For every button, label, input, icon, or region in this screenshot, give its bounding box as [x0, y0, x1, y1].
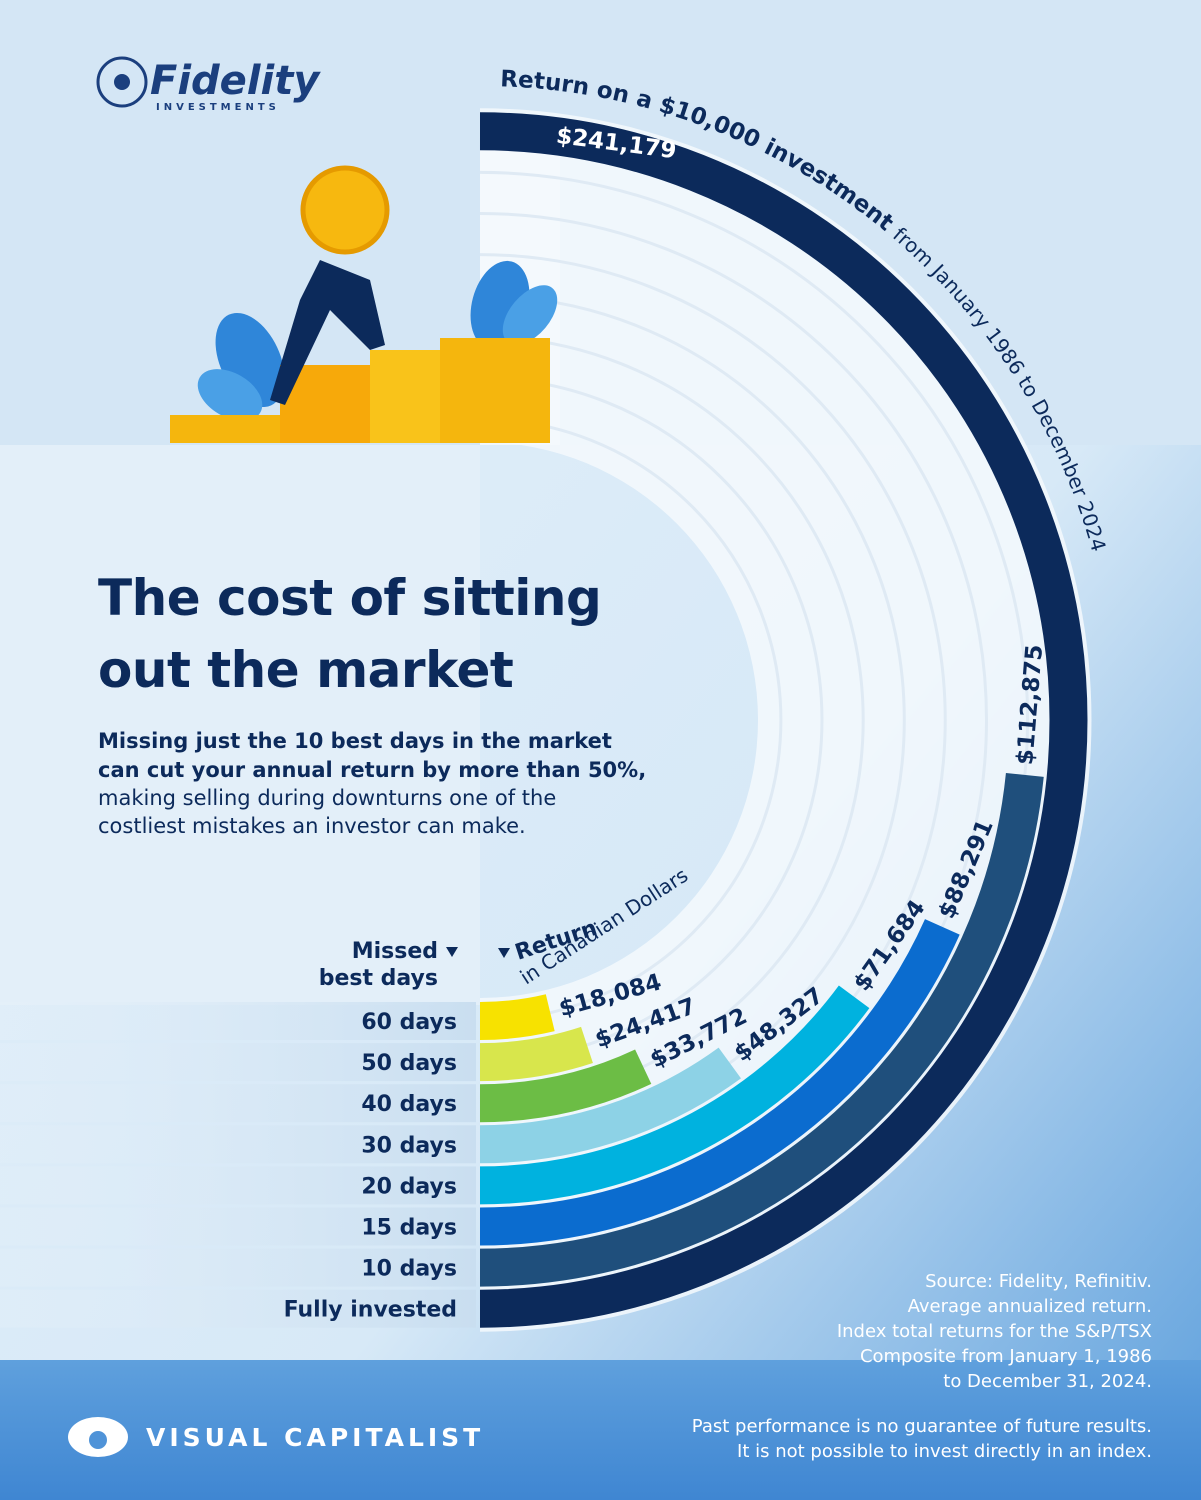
- brand-mark: [89, 1431, 107, 1449]
- coin-stack: [170, 415, 290, 443]
- bar: [479, 1049, 652, 1123]
- bar: [479, 985, 870, 1205]
- subtitle: costliest mistakes an investor can make.: [98, 814, 526, 838]
- notes: Source: Fidelity, Refinitiv. Average annu…: [692, 1271, 1152, 1462]
- illustration: [170, 165, 558, 443]
- logo-mark: [114, 74, 130, 90]
- category-label: 40 days: [361, 1092, 457, 1117]
- logo-name: Fidelity: [150, 58, 321, 104]
- brand: VISUAL CAPITALIST: [68, 1417, 484, 1457]
- category-label: 10 days: [361, 1257, 457, 1282]
- source-note: Average annualized return.: [908, 1296, 1152, 1317]
- ring-line: [479, 376, 824, 1064]
- person: [270, 260, 385, 405]
- row-band: [0, 1125, 476, 1164]
- leaf: [502, 285, 558, 345]
- row-band: [0, 1207, 476, 1246]
- category-label: 15 days: [361, 1216, 457, 1241]
- row-band: [0, 1084, 476, 1123]
- bar: [479, 773, 1044, 1287]
- left-panel: [0, 445, 480, 1005]
- disclaimer: Past performance is no guarantee of futu…: [692, 1416, 1152, 1437]
- bar: [479, 112, 1088, 1328]
- logo-mark: [96, 56, 148, 108]
- bar: [479, 919, 960, 1246]
- row-band: [0, 1002, 476, 1040]
- header-arrow: [446, 947, 458, 957]
- bar: [479, 1026, 593, 1082]
- subtitle: can cut your annual return by more than …: [98, 758, 646, 782]
- source-note: Source: Fidelity, Refinitiv.: [925, 1271, 1152, 1292]
- source-note: Composite from January 1, 1986: [860, 1346, 1152, 1367]
- coin: [300, 165, 390, 255]
- row-band: [0, 1248, 476, 1287]
- subtitle: making selling during downturns one of t…: [98, 786, 556, 810]
- disclaimer: It is not possible to invest directly in…: [737, 1441, 1152, 1462]
- bar: [479, 1047, 741, 1164]
- category-header: Missed: [352, 939, 438, 964]
- subtitle: Missing just the 10 best days in the mar…: [98, 729, 612, 753]
- leaf: [197, 369, 263, 421]
- category-label: 60 days: [361, 1010, 457, 1035]
- ring-line: [479, 335, 865, 1105]
- ring-line: [479, 417, 783, 1023]
- coin-stack: [440, 338, 550, 443]
- logo-sub: INVESTMENTS: [156, 102, 280, 113]
- row-band: [0, 1166, 476, 1205]
- source-note: Index total returns for the S&P/TSX: [837, 1321, 1152, 1342]
- category-label: 50 days: [361, 1051, 457, 1076]
- source-note: to December 31, 2024.: [943, 1371, 1152, 1392]
- header-arrow: [498, 948, 510, 958]
- row-band: [0, 1289, 476, 1328]
- brand-name: VISUAL CAPITALIST: [146, 1423, 484, 1452]
- footer-band: [0, 1360, 1201, 1500]
- category-label: 20 days: [361, 1174, 457, 1199]
- category-label: Fully invested: [284, 1298, 457, 1323]
- bar: [479, 994, 555, 1040]
- logo: Fidelity INVESTMENTS: [96, 56, 321, 113]
- title: out the market: [98, 641, 513, 699]
- category-label: 30 days: [361, 1133, 457, 1158]
- title: The cost of sitting: [98, 569, 601, 627]
- row-band: [0, 1043, 476, 1082]
- category-header: best days: [319, 966, 438, 991]
